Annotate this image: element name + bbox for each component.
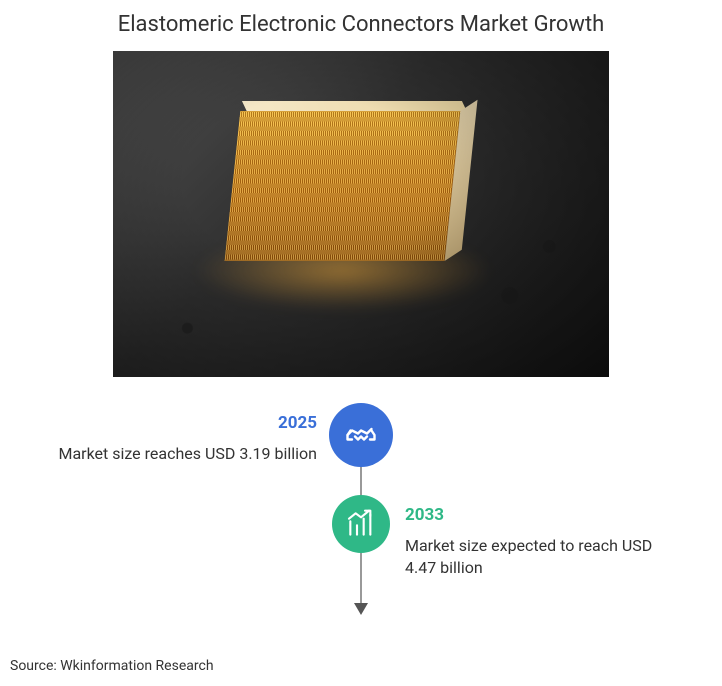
- timeline-entry-2025: 2025 Market size reaches USD 3.19 billio…: [57, 413, 317, 465]
- source-line: Source: Wkinformation Research: [10, 658, 214, 674]
- timeline-node-2033: [332, 495, 390, 553]
- timeline-year-2025: 2025: [57, 413, 317, 433]
- timeline-desc-2025: Market size reaches USD 3.19 billion: [57, 443, 317, 465]
- timeline-arrowhead: [354, 603, 368, 615]
- page-title: Elastomeric Electronic Connectors Market…: [0, 0, 722, 49]
- timeline-node-2025: [329, 403, 393, 467]
- timeline: 2025 Market size reaches USD 3.19 billio…: [51, 395, 671, 645]
- timeline-desc-2033: Market size expected to reach USD 4.47 b…: [405, 535, 665, 578]
- handshake-icon: [343, 417, 379, 453]
- growth-chart-icon: [345, 508, 377, 540]
- timeline-year-2033: 2033: [405, 505, 665, 525]
- timeline-entry-2033: 2033 Market size expected to reach USD 4…: [405, 505, 665, 578]
- hero-vignette: [113, 51, 609, 377]
- hero-image: [111, 49, 611, 379]
